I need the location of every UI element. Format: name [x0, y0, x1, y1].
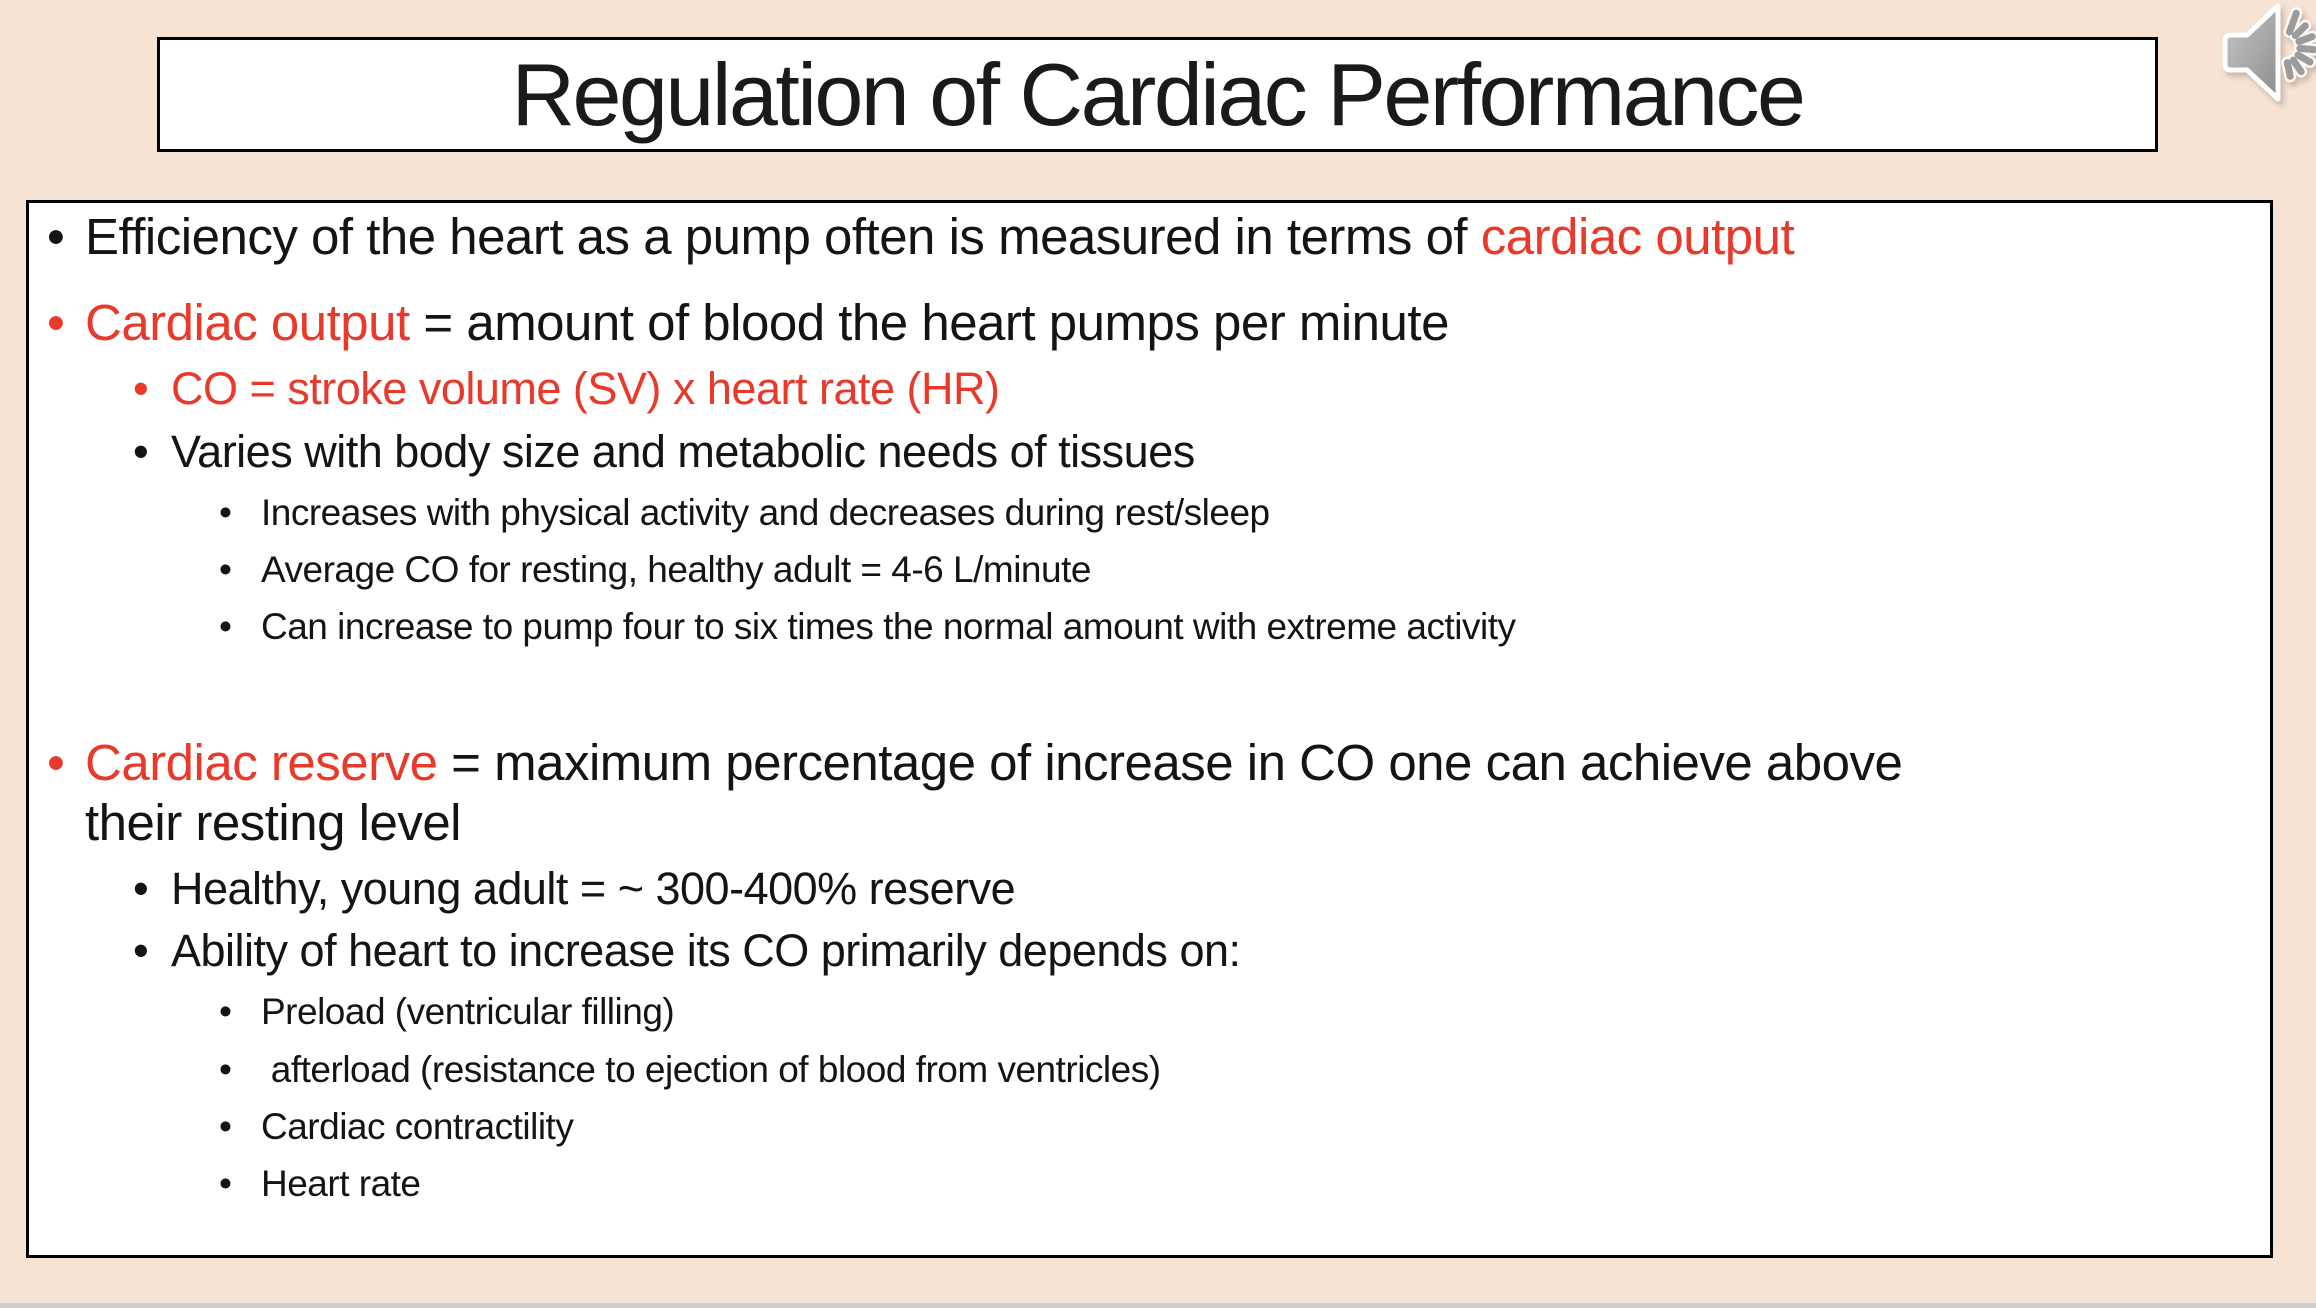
bullet-text: afterload (resistance to ejection of blo… [261, 1048, 1161, 1090]
bullet-item-cardiac-output: • Cardiac output = amount of blood the h… [47, 293, 2270, 353]
bullet-text: Average CO for resting, healthy adult = … [261, 548, 1091, 590]
bullet-text: Increases with physical activity and dec… [261, 491, 1270, 533]
bullet-item-preload: • Preload (ventricular filling) [219, 990, 2270, 1034]
bullet-marker: • [219, 605, 232, 647]
bullet-marker: • [133, 863, 149, 915]
bullet-text: Can increase to pump four to six times t… [261, 605, 1516, 647]
audio-speaker-icon[interactable] [2212, 0, 2316, 120]
bullet-marker: • [47, 208, 65, 265]
slide-title-box: Regulation of Cardiac Performance [157, 37, 2158, 152]
bottom-edge-strip [0, 1303, 2316, 1308]
bullet-marker: • [219, 1162, 232, 1204]
bullet-item-co-formula: • CO = stroke volume (SV) x heart rate (… [133, 363, 2270, 415]
bullet-marker: • [219, 548, 232, 590]
bullet-marker: • [133, 425, 149, 477]
slide-body-box: • Efficiency of the heart as a pump ofte… [26, 200, 2273, 1258]
bullet-item-cardiac-reserve: • Cardiac reserve = maximum percentage o… [47, 733, 2270, 853]
bullet-item-increases-activity: • Increases with physical activity and d… [219, 491, 2270, 535]
bullet-marker: • [133, 363, 149, 415]
bullet-item-ability-depends: • Ability of heart to increase its CO pr… [133, 925, 2270, 977]
bullet-item-efficiency: • Efficiency of the heart as a pump ofte… [47, 207, 2270, 267]
bullet-text: CO = stroke volume (SV) x heart rate (HR… [171, 363, 1000, 415]
bullet-marker: • [133, 925, 149, 977]
bullet-marker: • [219, 1048, 232, 1090]
bullet-text: Efficiency of the heart as a pump often … [85, 208, 1795, 265]
bullet-text: Varies with body size and metabolic need… [171, 425, 1195, 477]
bullet-item-afterload: • afterload (resistance to ejection of b… [219, 1048, 2270, 1092]
bullet-text: Cardiac output = amount of blood the hea… [85, 294, 1449, 352]
bullet-text: Cardiac contractility [261, 1105, 574, 1147]
bullet-marker: • [47, 294, 65, 352]
bullet-marker: • [219, 991, 232, 1033]
bullet-text: Heart rate [261, 1162, 421, 1204]
bullet-item-healthy-adult: • Healthy, young adult = ~ 300-400% rese… [133, 863, 2270, 915]
bullet-item-average-co: • Average CO for resting, healthy adult … [219, 548, 2270, 592]
bullet-text: Healthy, young adult = ~ 300-400% reserv… [171, 863, 1016, 915]
bullet-item-contractility: • Cardiac contractility [219, 1105, 2270, 1149]
bullet-text: Preload (ventricular filling) [261, 991, 675, 1033]
bullet-text: Cardiac reserve = maximum percentage of … [85, 733, 1903, 851]
bullet-item-heart-rate: • Heart rate [219, 1162, 2270, 1206]
bullet-item-can-increase: • Can increase to pump four to six times… [219, 605, 2270, 649]
slide-title: Regulation of Cardiac Performance [511, 44, 1806, 144]
bullet-marker: • [47, 733, 65, 791]
bullet-marker: • [219, 1105, 232, 1147]
bullet-item-varies: • Varies with body size and metabolic ne… [133, 426, 2270, 478]
bullet-text: Ability of heart to increase its CO prim… [171, 925, 1241, 977]
speaker-icon-graphic [2222, 3, 2316, 102]
bullet-marker: • [219, 491, 232, 533]
